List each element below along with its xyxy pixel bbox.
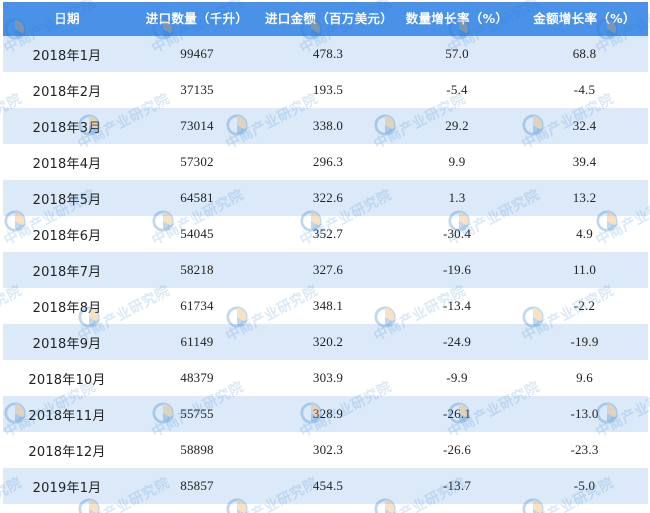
cell-value-growth: -4.5 bbox=[573, 82, 596, 97]
cell-import-value: 348.1 bbox=[312, 298, 344, 313]
cell-import-volume: 61149 bbox=[180, 334, 214, 349]
cell-date: 2019年1月 bbox=[32, 480, 102, 496]
cell-volume-growth: -13.7 bbox=[442, 478, 472, 493]
column-header-import-value: 进口金额（百万美元） bbox=[265, 10, 394, 26]
cell-date: 2018年12月 bbox=[28, 444, 106, 460]
cell-import-volume: 54045 bbox=[180, 226, 214, 241]
cell-import-volume: 99467 bbox=[180, 46, 214, 61]
cell-import-value: 327.6 bbox=[312, 262, 344, 277]
cell-import-value: 303.9 bbox=[312, 370, 344, 385]
cell-import-value: 338.0 bbox=[312, 118, 344, 133]
cell-date: 2018年5月 bbox=[32, 192, 102, 208]
cell-volume-growth: -13.4 bbox=[442, 298, 472, 313]
cell-date: 2018年11月 bbox=[28, 408, 106, 424]
table-header-row: 日期 进口数量（千升） 进口金额（百万美元） 数量增长率（%） 金额增长率（%） bbox=[3, 2, 648, 36]
cell-import-volume: 64581 bbox=[180, 190, 214, 205]
cell-value-growth: 32.4 bbox=[572, 118, 597, 133]
cell-import-volume: 55755 bbox=[180, 406, 214, 421]
table-row: 2018年6月 54045 352.7 -30.4 4.9 bbox=[3, 216, 648, 252]
cell-volume-growth: -26.6 bbox=[442, 442, 472, 457]
table-row: 2018年1月 99467 478.3 57.0 68.8 bbox=[3, 36, 648, 72]
cell-value-growth: -2.2 bbox=[573, 298, 596, 313]
cell-value-growth: -23.3 bbox=[570, 442, 599, 457]
cell-volume-growth: -9.9 bbox=[446, 370, 468, 385]
table-row: 2018年5月 64581 322.6 1.3 13.2 bbox=[3, 180, 648, 216]
column-header-import-volume: 进口数量（千升） bbox=[145, 10, 249, 26]
table-body: 2018年1月 99467 478.3 57.0 68.8 2018年2月 37135 193… bbox=[3, 36, 648, 504]
cell-value-growth: 11.0 bbox=[572, 262, 597, 277]
table-row: 2018年7月 58218 327.6 -19.6 11.0 bbox=[3, 252, 648, 288]
cell-import-value: 328.9 bbox=[312, 406, 344, 421]
cell-value-growth: -19.9 bbox=[570, 334, 599, 349]
cell-import-value: 302.3 bbox=[312, 442, 344, 457]
cell-value-growth: 68.8 bbox=[572, 46, 597, 61]
cell-value-growth: 13.2 bbox=[572, 190, 597, 205]
cell-value-growth: -5.0 bbox=[573, 478, 596, 493]
cell-volume-growth: 9.9 bbox=[448, 154, 466, 169]
table-row: 2018年8月 61734 348.1 -13.4 -2.2 bbox=[3, 288, 648, 324]
cell-import-volume: 85857 bbox=[180, 478, 214, 493]
import-statistics-table: 日期 进口数量（千升） 进口金额（百万美元） 数量增长率（%） 金额增长率（%）… bbox=[3, 2, 648, 504]
cell-value-growth: 4.9 bbox=[576, 226, 593, 241]
cell-import-value: 296.3 bbox=[312, 154, 344, 169]
column-header-volume-growth: 数量增长率（%） bbox=[405, 10, 509, 26]
cell-date: 2018年3月 bbox=[32, 120, 102, 136]
cell-value-growth: 9.6 bbox=[576, 370, 593, 385]
table-row: 2018年3月 73014 338.0 29.2 32.4 bbox=[3, 108, 648, 144]
cell-volume-growth: 1.3 bbox=[448, 190, 466, 205]
cell-date: 2018年4月 bbox=[32, 156, 102, 172]
table-row: 2018年2月 37135 193.5 -5.4 -4.5 bbox=[3, 72, 648, 108]
cell-date: 2018年10月 bbox=[28, 372, 106, 388]
table-row: 2018年10月 48379 303.9 -9.9 9.6 bbox=[3, 360, 648, 396]
cell-import-value: 454.5 bbox=[312, 478, 344, 493]
cell-volume-growth: 57.0 bbox=[445, 46, 469, 61]
column-header-value-growth: 金额增长率（%） bbox=[533, 10, 636, 26]
table-row: 2018年12月 58898 302.3 -26.6 -23.3 bbox=[3, 432, 648, 468]
cell-date: 2018年2月 bbox=[32, 84, 102, 100]
cell-import-volume: 37135 bbox=[180, 82, 214, 97]
cell-import-volume: 48379 bbox=[180, 370, 214, 385]
cell-volume-growth: -5.4 bbox=[446, 82, 468, 97]
cell-date: 2018年1月 bbox=[32, 48, 102, 64]
cell-import-value: 478.3 bbox=[312, 46, 344, 61]
cell-volume-growth: 29.2 bbox=[445, 118, 469, 133]
cell-date: 2018年8月 bbox=[32, 300, 102, 316]
table-row: 2018年11月 55755 328.9 -26.1 -13.0 bbox=[3, 396, 648, 432]
cell-date: 2018年6月 bbox=[32, 228, 102, 244]
table-row: 2019年1月 85857 454.5 -13.7 -5.0 bbox=[3, 468, 648, 504]
cell-date: 2018年9月 bbox=[32, 336, 102, 352]
cell-value-growth: -13.0 bbox=[570, 406, 599, 421]
cell-import-volume: 61734 bbox=[180, 298, 214, 313]
cell-volume-growth: -30.4 bbox=[442, 226, 472, 241]
column-header-date: 日期 bbox=[54, 10, 80, 26]
cell-import-value: 320.2 bbox=[312, 334, 344, 349]
cell-date: 2018年7月 bbox=[32, 264, 102, 280]
cell-import-value: 322.6 bbox=[312, 190, 344, 205]
cell-value-growth: 39.4 bbox=[572, 154, 597, 169]
cell-import-volume: 73014 bbox=[180, 118, 214, 133]
cell-import-volume: 58218 bbox=[180, 262, 214, 277]
table-row: 2018年9月 61149 320.2 -24.9 -19.9 bbox=[3, 324, 648, 360]
cell-volume-growth: -26.1 bbox=[442, 406, 472, 421]
cell-volume-growth: -19.6 bbox=[442, 262, 472, 277]
cell-import-value: 352.7 bbox=[312, 226, 344, 241]
cell-import-value: 193.5 bbox=[312, 82, 344, 97]
table-header: 日期 进口数量（千升） 进口金额（百万美元） 数量增长率（%） 金额增长率（%） bbox=[3, 2, 648, 36]
table-row: 2018年4月 57302 296.3 9.9 39.4 bbox=[3, 144, 648, 180]
cell-volume-growth: -24.9 bbox=[442, 334, 472, 349]
cell-import-volume: 58898 bbox=[180, 442, 214, 457]
cell-import-volume: 57302 bbox=[180, 154, 214, 169]
